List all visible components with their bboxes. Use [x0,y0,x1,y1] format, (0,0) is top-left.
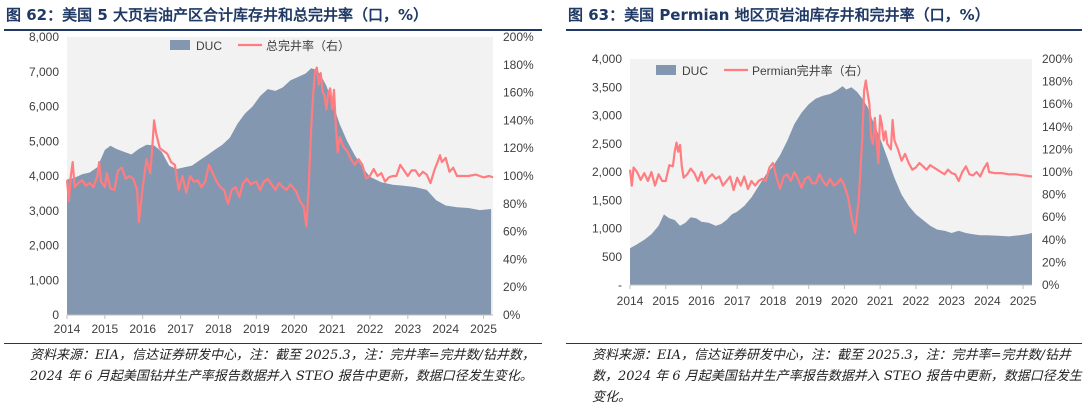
y-tick-label: 4,000 [29,169,59,183]
y2-tick-label: 40% [1042,233,1066,247]
x-tick-label: 2018 [760,294,787,308]
x-tick-label: 2023 [394,322,421,336]
legend-label-rate: 总完井率（右） [266,38,350,53]
y-tick-label: 0 [52,308,59,322]
y2-tick-label: 80% [503,197,527,211]
title-rule [566,29,1082,31]
y2-tick-label: 60% [1042,210,1066,224]
y2-tick-label: 0% [503,308,521,322]
duc-completion-chart-permian: - 500 1,000 1,500 2,000 2,500 3,000 3,500 4,000 0… [562,31,1088,343]
x-tick-label: 2017 [167,322,194,336]
x-tick-label: 2022 [357,322,384,336]
x-tick-label: 2014 [54,322,81,336]
y2-tick-label: 200% [1042,52,1073,66]
y2-tick-label: 160% [1042,97,1073,111]
y-tick-label: 1,500 [592,193,622,207]
x-tick-label: 2021 [867,294,894,308]
y2-tick-label: 160% [503,86,534,100]
legend-label-rate: Permian完井率（右） [752,63,869,78]
y2-tick-label: 0% [1042,278,1060,292]
x-tick-label: 2019 [795,294,822,308]
y-tick-label: 5,000 [29,134,59,148]
y2-tick-label: 140% [503,113,534,127]
source-rule [4,343,542,344]
x-tick-label: 2019 [243,322,270,336]
source-note: 资料来源：EIA，信达证券研发中心，注：截至 2025.3，注：完井率=完井数/… [592,348,1082,405]
x-tick-label: 2025 [470,322,497,336]
title-rule [4,29,542,31]
y-tick-label: 3,500 [592,80,622,94]
source-note: 资料来源：EIA，信达证券研发中心，注：截至 2025.3，注：完井率=完井数/… [30,348,535,384]
duc-completion-chart-total: 0 1,000 2,000 3,000 4,000 5,000 6,000 7,000 8,00… [0,31,548,343]
x-tick-label: 2024 [974,294,1001,308]
y-tick-label: 4,000 [592,52,622,66]
x-tick-label: 2023 [938,294,965,308]
figure-title: 图 63：美国 Permian 地区页岩油库存井和完井率（口，%） [568,6,990,24]
duc-area-series [630,86,1032,285]
x-tick-label: 2016 [688,294,715,308]
y-tick-label: 2,500 [592,137,622,151]
legend-swatch-duc [170,40,190,50]
legend-label-duc: DUC [196,39,222,53]
y-tick-label: 1,000 [29,273,59,287]
y-tick-label: 3,000 [592,109,622,123]
y2-tick-label: 200% [503,31,534,44]
source-rule [566,343,1082,344]
x-tick-label: 2017 [724,294,751,308]
y-tick-label: - [618,278,622,292]
y2-tick-label: 20% [503,280,527,294]
legend-label-duc: DUC [682,64,708,78]
x-tick-label: 2015 [652,294,679,308]
completion-rate-line [628,79,1033,235]
x-tick-label: 2014 [617,294,644,308]
x-tick-label: 2025 [1010,294,1037,308]
y2-tick-label: 180% [1042,75,1073,89]
figure-63: 图 63：美国 Permian 地区页岩油库存井和完井率（口，%） - 500 1,… [562,0,1088,408]
y2-tick-label: 80% [1042,188,1066,202]
x-tick-label: 2024 [432,322,459,336]
y-tick-label: 2,000 [29,239,59,253]
x-tick-label: 2015 [92,322,119,336]
y2-tick-label: 60% [503,225,527,239]
y2-tick-label: 120% [503,141,534,155]
chart-svg: 0 1,000 2,000 3,000 4,000 5,000 6,000 7,000 8,00… [29,31,534,336]
y-tick-label: 2,000 [592,165,622,179]
y2-tick-label: 100% [503,169,534,183]
figure-62: 图 62：美国 5 大页岩油产区合计库存井和总完井率（口，%） 0 1,000 2,… [0,6,548,384]
y2-tick-label: 120% [1042,142,1073,156]
duc-area-series [67,68,492,315]
figure-title: 图 62：美国 5 大页岩油产区合计库存井和总完井率（口，%） [6,6,429,24]
x-tick-label: 2021 [319,322,346,336]
y2-tick-label: 20% [1042,255,1066,269]
y2-tick-label: 180% [503,58,534,72]
y-tick-label: 6,000 [29,100,59,114]
y-tick-label: 1,000 [592,222,622,236]
y2-tick-label: 100% [1042,165,1073,179]
y-tick-label: 7,000 [29,65,59,79]
y-tick-label: 3,000 [29,204,59,218]
x-tick-label: 2018 [205,322,232,336]
legend-swatch-duc [656,65,676,75]
y-tick-label: 8,000 [29,31,59,44]
x-tick-label: 2020 [281,322,308,336]
chart-svg: - 500 1,000 1,500 2,000 2,500 3,000 3,500 4,000 0… [592,52,1073,308]
y2-tick-label: 140% [1042,120,1073,134]
y-tick-label: 500 [602,250,622,264]
completion-rate-line [65,66,494,228]
x-tick-label: 2016 [129,322,156,336]
x-tick-label: 2022 [903,294,930,308]
x-tick-label: 2020 [831,294,858,308]
y2-tick-label: 40% [503,252,527,266]
